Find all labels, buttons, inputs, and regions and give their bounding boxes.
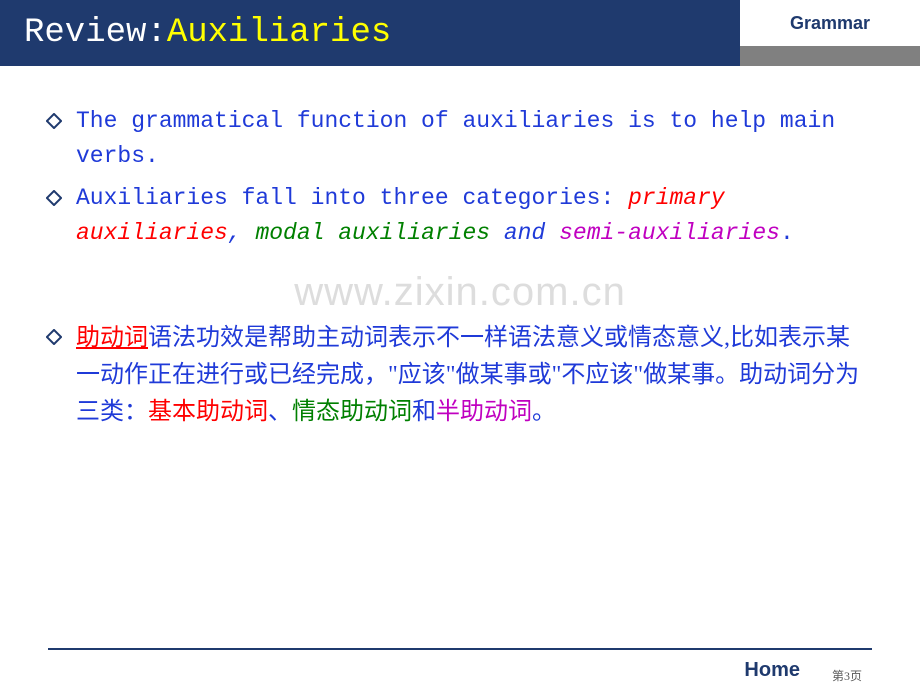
cn-and: 和 [412,399,436,425]
sep: , [228,220,256,246]
cn-cat2: 情态助动词 [292,399,412,425]
modal-aux: modal auxiliaries [255,220,490,246]
cn-cat3: 半助动词 [436,399,532,425]
diamond-bullet-icon [46,329,62,345]
diamond-bullet-icon [46,113,62,129]
page-number: 第3页 [832,667,862,684]
bullet-2-lead: Auxiliaries fall into three categories: [76,185,628,211]
content-area: The grammatical function of auxiliaries … [0,66,920,432]
semi-aux: semi-auxiliaries [559,220,780,246]
slide-title: Review: Auxiliaries [0,0,740,66]
period: . [780,220,794,246]
title-prefix: Review: [24,14,167,52]
bullet-1-text: The grammatical function of auxiliaries … [76,108,835,169]
diamond-bullet-icon [46,190,62,206]
title-right-underline [740,46,920,66]
bullet-1: The grammatical function of auxiliaries … [48,104,868,173]
cn-keyword: 助动词 [76,325,148,351]
title-bar: Review: Auxiliaries Grammar [0,0,920,66]
bullet-3: 助动词语法功效是帮助主动词表示不一样语法意义或情态意义,比如表示某一动作正在进行… [48,320,868,432]
title-right-box: Grammar [740,0,920,66]
title-word: Auxiliaries [167,14,391,52]
cn-cat1: 基本助动词 [148,399,268,425]
grammar-label: Grammar [740,0,920,46]
and: and [490,220,559,246]
bullet-2: Auxiliaries fall into three categories: … [48,181,868,250]
footer-divider [48,648,872,650]
cn-end: 。 [532,399,556,425]
home-link[interactable]: Home [744,659,800,682]
cn-sep: 、 [268,399,292,425]
